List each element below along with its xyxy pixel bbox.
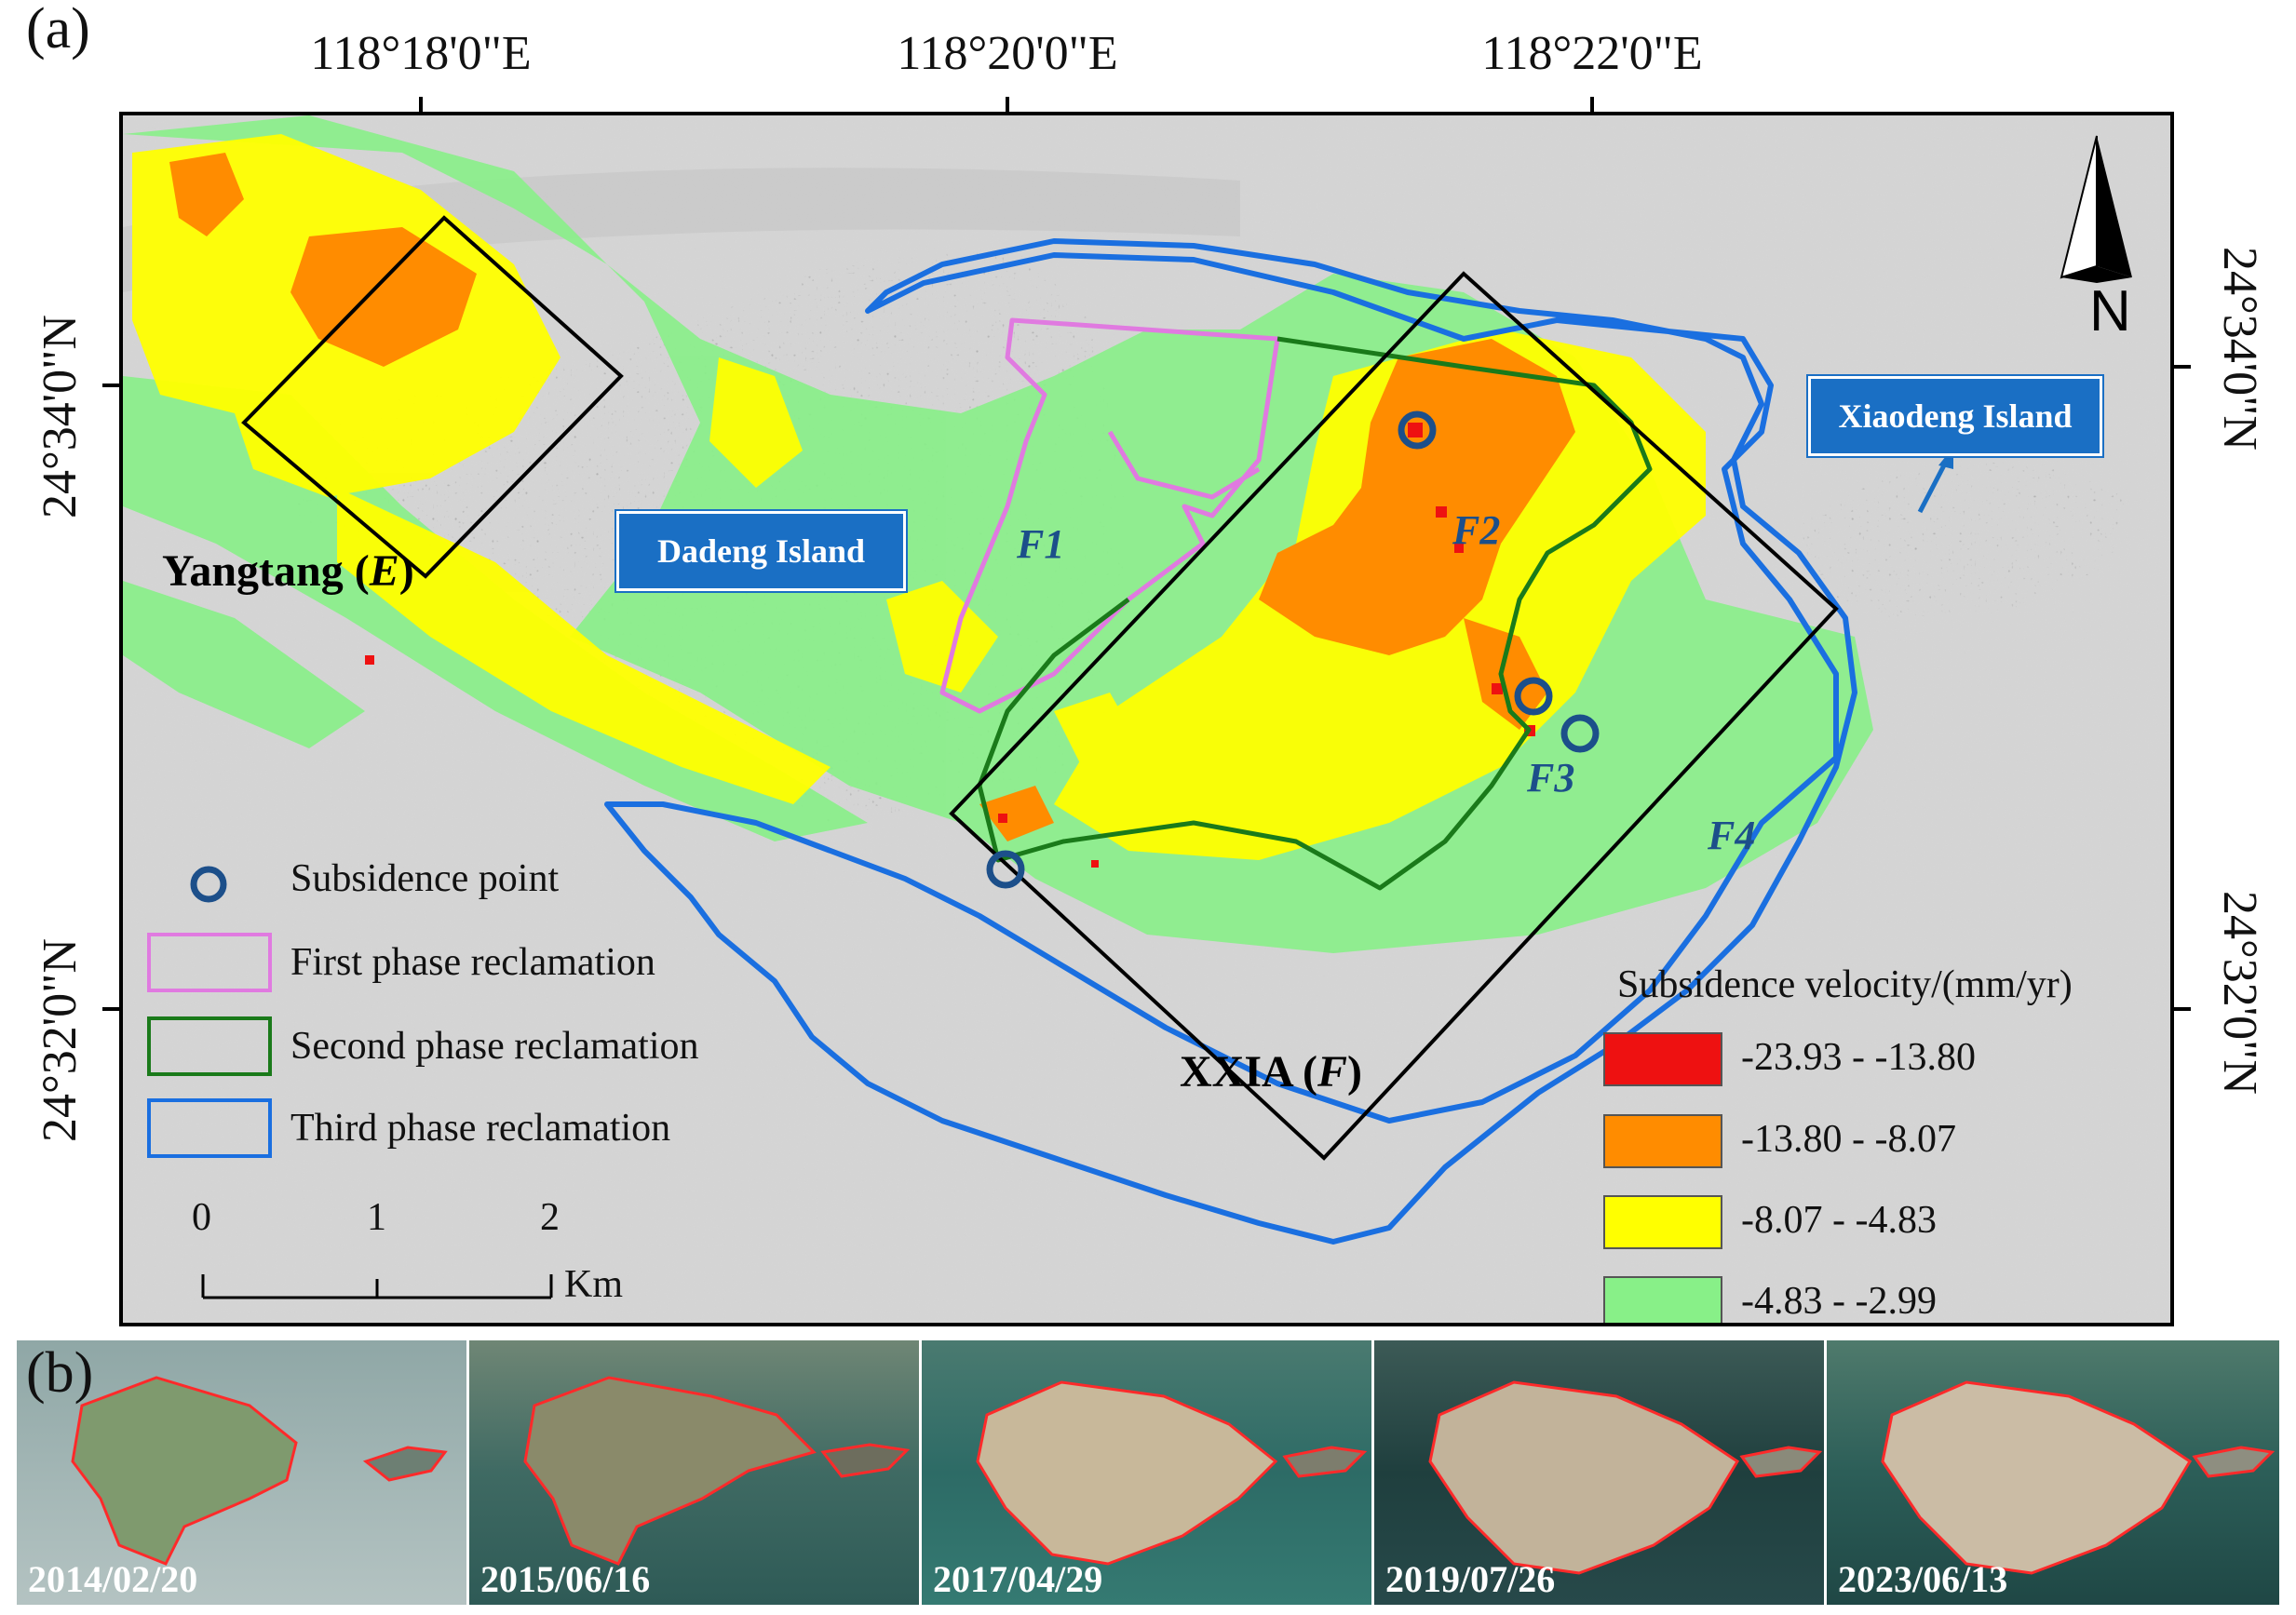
tick-left-1 [102, 384, 119, 387]
legend-point-icon [190, 866, 227, 903]
latitude-label-left-1: 24°34'0"N [34, 315, 87, 518]
scale-tick-2: 2 [540, 1196, 560, 1239]
satellite-date-2014: 2014/02/20 [28, 1558, 198, 1600]
second-phase-outline [977, 336, 1653, 891]
satellite-date-2019: 2019/07/26 [1385, 1558, 1556, 1600]
velocity-swatch-1 [1603, 1032, 1722, 1086]
first-phase-outline [939, 317, 1280, 714]
latitude-label-right-1: 24°34'0"N [2213, 247, 2266, 451]
satellite-outline-2014 [71, 1376, 448, 1566]
tick-top-3 [1590, 97, 1594, 114]
legend-third-phase-swatch [147, 1098, 272, 1158]
study-box-yangtang [241, 215, 624, 579]
satellite-date-2017: 2017/04/29 [933, 1558, 1103, 1600]
satellite-outline-2019 [1428, 1380, 1823, 1575]
legend-subsidence-point: Subsidence point [290, 857, 560, 900]
tick-left-2 [102, 1007, 119, 1011]
velocity-swatch-4 [1603, 1276, 1722, 1323]
tick-top-1 [419, 97, 423, 114]
xiaodeng-island-label: Xiaodeng Island [1808, 376, 2102, 456]
velocity-range-1: -23.93 - -13.80 [1741, 1036, 1976, 1079]
longitude-label-1: 118°18'0"E [310, 27, 532, 80]
north-arrow-icon [2060, 135, 2132, 283]
scale-unit: Km [564, 1263, 623, 1306]
legend-second-phase: Second phase reclamation [290, 1025, 699, 1068]
satellite-strip: 2014/02/20 2015/06/16 2017/04/29 2019/07… [17, 1340, 2279, 1605]
subsidence-point-f3 [1514, 677, 1553, 716]
velocity-range-3: -8.07 - -4.83 [1741, 1199, 1937, 1242]
longitude-label-3: 118°22'0"E [1481, 27, 1703, 80]
satellite-outline-2015 [523, 1376, 911, 1566]
scale-bar [201, 1274, 553, 1299]
legend-first-phase-swatch [147, 933, 272, 992]
velocity-zone-orange [169, 153, 1575, 841]
satellite-image-2023: 2023/06/13 [1827, 1340, 2279, 1605]
point-label-f4: F4 [1708, 813, 1756, 858]
velocity-swatch-3 [1603, 1195, 1722, 1249]
longitude-label-2: 118°20'0"E [897, 27, 1118, 80]
map-frame: Dadeng Island Xiaodeng Island Yangtang (… [119, 112, 2174, 1326]
satellite-image-2014: 2014/02/20 [17, 1340, 469, 1605]
dadeng-island-label: Dadeng Island [616, 511, 906, 591]
panel-a-label: (a) [26, 0, 90, 61]
legend-third-phase: Third phase reclamation [290, 1107, 671, 1150]
xxia-label: XXIA (F) [1180, 1047, 1363, 1097]
velocity-swatch-2 [1603, 1114, 1722, 1168]
subsidence-point-f4 [1560, 714, 1600, 753]
study-box-xxia [949, 271, 1839, 1161]
legend-first-phase: First phase reclamation [290, 941, 655, 984]
satellite-image-2019: 2019/07/26 [1374, 1340, 1827, 1605]
tick-top-2 [1006, 97, 1009, 114]
point-label-f2: F2 [1452, 507, 1501, 553]
yangtang-label: Yangtang (E) [162, 546, 414, 596]
satellite-image-2015: 2015/06/16 [469, 1340, 922, 1605]
satellite-image-2017: 2017/04/29 [922, 1340, 1374, 1605]
tick-right-2 [2174, 1007, 2191, 1011]
map-canvas [123, 115, 2170, 1323]
velocity-range-2: -13.80 - -8.07 [1741, 1118, 1956, 1161]
satellite-outline-2023 [1881, 1380, 2276, 1575]
panel-b-label: (b) [26, 1341, 94, 1405]
point-label-f1: F1 [1017, 521, 1065, 567]
tick-right-1 [2174, 365, 2191, 369]
north-label: N [2089, 279, 2131, 343]
satellite-date-2015: 2015/06/16 [480, 1558, 651, 1600]
first-phase-inner [1107, 430, 1261, 500]
velocity-legend-title: Subsidence velocity/(mm/yr) [1617, 963, 2073, 1006]
point-label-f3: F3 [1527, 755, 1575, 801]
velocity-range-4: -4.83 - -2.99 [1741, 1280, 1937, 1323]
satellite-date-2023: 2023/06/13 [1838, 1558, 2008, 1600]
subsidence-point-f1 [986, 850, 1025, 889]
subsidence-points [986, 410, 1600, 889]
latitude-label-right-2: 24°32'0"N [2213, 891, 2266, 1095]
subsidence-point-f2 [1398, 410, 1437, 450]
latitude-label-left-2: 24°32'0"N [34, 938, 87, 1142]
xiaodeng-arrow [1917, 460, 1949, 514]
satellite-outline-2017 [976, 1380, 1368, 1566]
scale-tick-0: 0 [192, 1196, 211, 1239]
scale-tick-1: 1 [367, 1196, 386, 1239]
legend-second-phase-swatch [147, 1016, 272, 1076]
third-phase-outline [604, 238, 1857, 1245]
